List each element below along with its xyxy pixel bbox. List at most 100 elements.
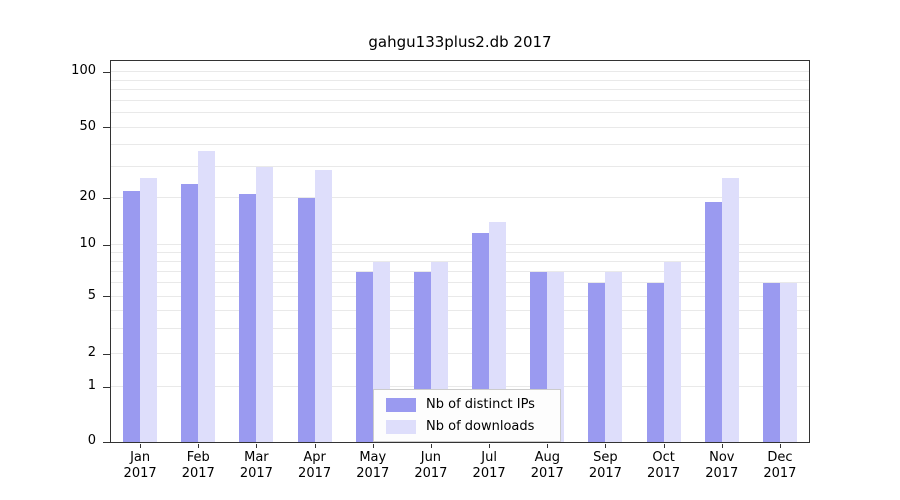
x-tick-label: Jul 2017 <box>460 450 518 482</box>
legend-item-downloads: Nb of downloads <box>386 419 548 434</box>
legend-label-distinct-ips: Nb of distinct IPs <box>426 397 535 412</box>
x-axis-tick <box>256 444 258 448</box>
gridline <box>111 143 809 145</box>
plot-area <box>110 60 810 443</box>
x-tick-month: Dec <box>767 450 793 465</box>
bar-distinct-ips <box>239 194 257 442</box>
gridline <box>111 99 809 101</box>
x-tick-year: 2017 <box>298 466 332 481</box>
x-tick-year: 2017 <box>239 466 273 481</box>
gridline <box>111 309 809 311</box>
bar-downloads <box>198 150 216 442</box>
y-axis-tick <box>103 244 110 246</box>
x-axis-tick <box>314 444 316 448</box>
x-axis-tick <box>430 444 432 448</box>
bar-distinct-ips <box>646 283 664 442</box>
x-tick-label: Feb 2017 <box>169 450 227 482</box>
x-tick-year: 2017 <box>705 466 739 481</box>
x-tick-label: Aug 2017 <box>518 450 576 482</box>
y-axis-tick <box>103 353 110 355</box>
y-axis-tick <box>103 441 110 443</box>
bar-downloads <box>605 271 623 442</box>
legend-label-downloads: Nb of downloads <box>426 419 535 434</box>
x-tick-label: Sep 2017 <box>576 450 634 482</box>
y-tick-label: 100 <box>71 63 96 78</box>
x-axis-tick <box>663 444 665 448</box>
bar-distinct-ips <box>355 271 373 442</box>
x-tick-month: Aug <box>534 450 560 465</box>
y-tick-label: 2 <box>87 345 96 361</box>
gridline <box>111 112 809 113</box>
gridline <box>111 260 809 262</box>
x-axis-tick <box>372 444 374 448</box>
y-tick-label: 0 <box>87 433 96 448</box>
x-tick-label: Jun 2017 <box>402 450 460 482</box>
gridline <box>111 126 809 128</box>
x-tick-year: 2017 <box>181 466 215 481</box>
x-tick-month: Jul <box>481 450 497 465</box>
x-tick-label: Oct 2017 <box>635 450 693 482</box>
gridline <box>111 197 809 199</box>
legend-swatch-distinct-ips <box>386 397 416 412</box>
x-axis-tick <box>779 444 781 448</box>
x-tick-year: 2017 <box>647 466 681 481</box>
x-axis-tick <box>140 444 142 448</box>
gridline <box>111 79 809 81</box>
x-axis-tick <box>547 444 549 448</box>
x-tick-month: Feb <box>186 450 210 465</box>
bar-downloads <box>779 283 797 442</box>
legend: Nb of distinct IPs Nb of downloads <box>373 389 561 442</box>
y-axis-tick <box>103 197 110 199</box>
x-tick-year: 2017 <box>530 466 564 481</box>
y-tick-label: 5 <box>87 287 96 303</box>
gridline <box>111 71 809 72</box>
bar-downloads <box>314 169 332 442</box>
x-tick-label: Dec 2017 <box>751 450 809 482</box>
bar-distinct-ips <box>181 184 199 442</box>
bar-downloads <box>663 261 681 442</box>
x-tick-label: Jan 2017 <box>111 450 169 482</box>
legend-item-distinct-ips: Nb of distinct IPs <box>386 397 548 412</box>
bar-distinct-ips <box>704 201 722 442</box>
y-tick-label: 10 <box>79 236 96 251</box>
gridline <box>111 89 809 90</box>
gridline <box>111 166 809 167</box>
x-axis-tick <box>489 444 491 448</box>
x-tick-month: May <box>359 450 387 465</box>
bar-downloads <box>256 167 274 442</box>
x-tick-label: Mar 2017 <box>227 450 285 482</box>
bar-downloads <box>140 178 158 442</box>
gridline <box>111 386 809 388</box>
y-tick-label: 50 <box>79 118 96 134</box>
bar-distinct-ips <box>588 283 606 442</box>
gridline <box>111 295 809 297</box>
legend-swatch-downloads <box>386 419 416 434</box>
bar-distinct-ips <box>762 283 780 442</box>
bar-downloads <box>721 178 739 442</box>
x-tick-year: 2017 <box>356 466 390 481</box>
gridline <box>111 353 809 355</box>
y-axis-tick <box>103 296 110 298</box>
gridline <box>111 270 809 272</box>
y-tick-label: 1 <box>87 378 96 394</box>
y-axis-tick <box>103 386 110 388</box>
x-tick-year: 2017 <box>588 466 622 481</box>
x-tick-year: 2017 <box>763 466 797 481</box>
x-axis-tick <box>721 444 723 448</box>
x-tick-month: Jan <box>130 450 151 465</box>
gridline <box>111 251 809 253</box>
bar-distinct-ips <box>297 198 315 442</box>
x-tick-year: 2017 <box>472 466 506 481</box>
y-axis-tick <box>103 71 110 73</box>
x-tick-month: Oct <box>652 450 675 465</box>
x-axis-tick <box>605 444 607 448</box>
x-tick-label: Nov 2017 <box>693 450 751 482</box>
x-tick-month: Jun <box>420 450 442 465</box>
x-axis-tick <box>198 444 200 448</box>
x-tick-label: Apr 2017 <box>286 450 344 482</box>
bar-distinct-ips <box>123 190 141 442</box>
chart-title: gahgu133plus2.db 2017 <box>368 33 552 51</box>
gridline <box>111 282 809 284</box>
y-axis-tick <box>103 127 110 129</box>
